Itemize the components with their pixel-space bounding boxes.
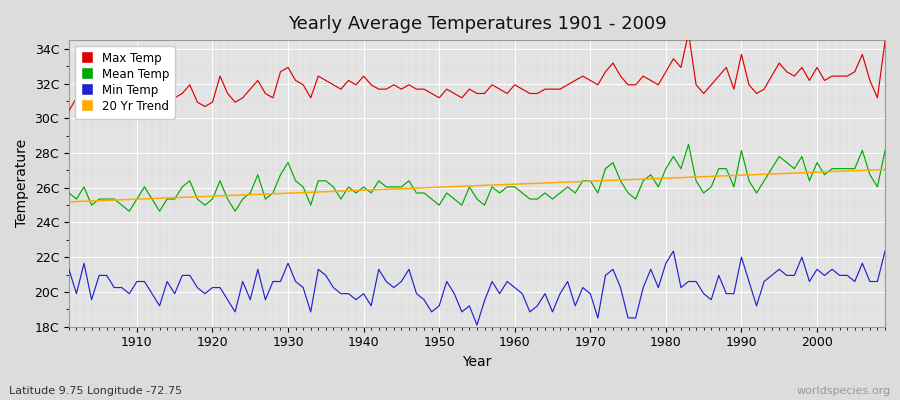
Y-axis label: Temperature: Temperature — [15, 139, 29, 228]
X-axis label: Year: Year — [463, 355, 491, 369]
Title: Yearly Average Temperatures 1901 - 2009: Yearly Average Temperatures 1901 - 2009 — [288, 15, 666, 33]
Text: Latitude 9.75 Longitude -72.75: Latitude 9.75 Longitude -72.75 — [9, 386, 182, 396]
Legend: Max Temp, Mean Temp, Min Temp, 20 Yr Trend: Max Temp, Mean Temp, Min Temp, 20 Yr Tre… — [75, 46, 176, 119]
Text: worldspecies.org: worldspecies.org — [796, 386, 891, 396]
